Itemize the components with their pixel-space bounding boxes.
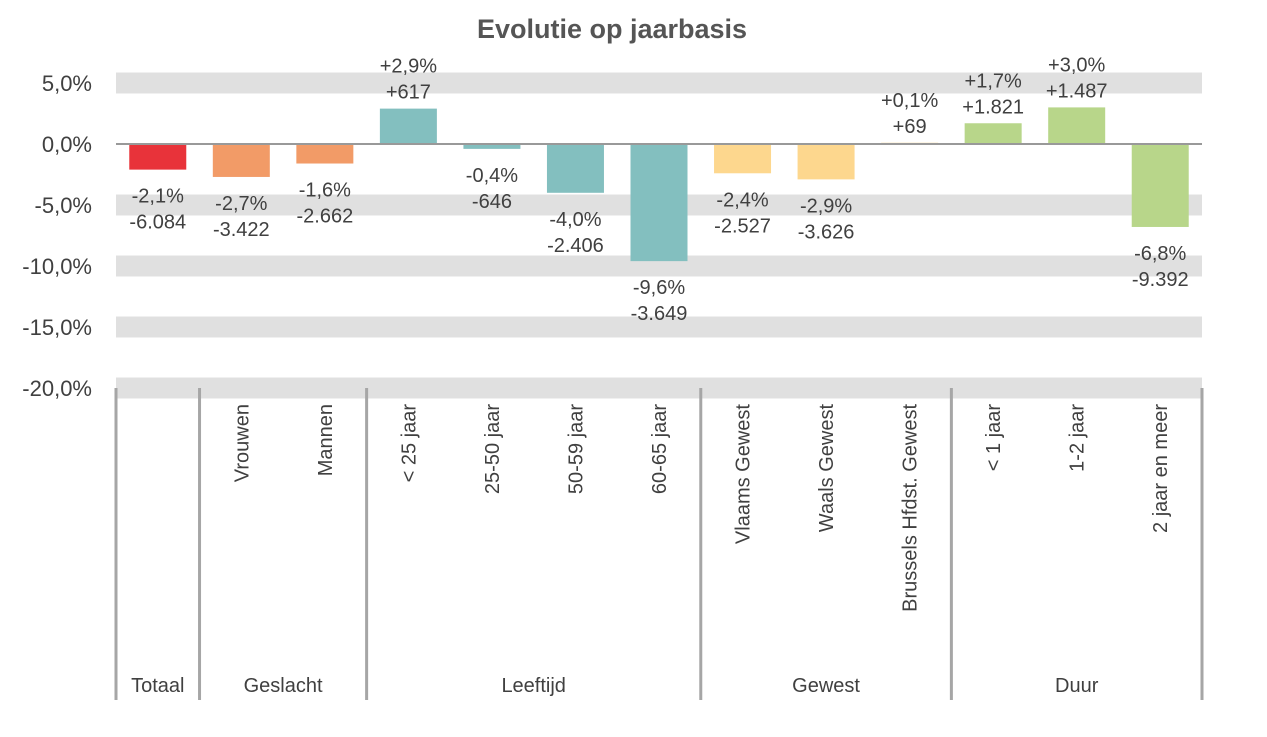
group-label: Duur [1055, 675, 1099, 697]
chart-title: Evolutie op jaarbasis [477, 14, 747, 44]
bar [296, 144, 354, 164]
data-label-abs: -3.649 [631, 303, 688, 325]
y-tick-label: 5,0% [42, 71, 92, 96]
data-label-pct: -4,0% [549, 209, 601, 231]
x-tick-label: Waals Gewest [816, 404, 838, 533]
data-label-abs: -9.392 [1132, 269, 1189, 291]
data-label-pct: +3,0% [1048, 54, 1105, 76]
grid-band [116, 72, 1202, 94]
data-label-abs: -3.422 [213, 219, 270, 241]
y-tick-label: -15,0% [22, 315, 92, 340]
data-label-abs: -2.527 [714, 215, 771, 237]
data-label-abs: -2.662 [296, 206, 353, 228]
x-tick-label: 1-2 jaar [1067, 404, 1089, 472]
bar [129, 144, 187, 170]
bar [379, 108, 437, 144]
group-label: Gewest [792, 675, 860, 697]
x-tick-label: Brussels Hfdst. Gewest [900, 404, 922, 612]
data-label-pct: -0,4% [466, 165, 518, 187]
grid-band [116, 316, 1202, 338]
bar [797, 144, 855, 180]
bar [630, 144, 688, 262]
y-tick-label: -5,0% [35, 193, 92, 218]
data-label-pct: -9,6% [633, 277, 685, 299]
data-label-pct: +2,9% [380, 56, 437, 78]
data-label-pct: +1,7% [965, 70, 1022, 92]
bar [212, 144, 270, 177]
data-label-pct: -2,7% [215, 193, 267, 215]
y-tick-label: -10,0% [22, 254, 92, 279]
bar [463, 144, 521, 149]
data-label-abs: -646 [472, 191, 512, 213]
y-tick-label: -20,0% [22, 376, 92, 401]
x-tick-label: Vlaams Gewest [733, 404, 755, 544]
group-label: Geslacht [244, 675, 323, 697]
data-label-pct: -2,1% [132, 186, 184, 208]
data-label-abs: +1.821 [962, 96, 1024, 118]
data-label-abs: +617 [386, 82, 431, 104]
data-label-abs: +1.487 [1046, 80, 1108, 102]
bar [546, 144, 604, 193]
group-label: Totaal [131, 675, 184, 697]
grid-band [116, 377, 1202, 399]
data-label-pct: +0,1% [881, 90, 938, 112]
data-label-pct: -6,8% [1134, 243, 1186, 265]
data-label-pct: -2,4% [716, 189, 768, 211]
data-label-abs: -3.626 [798, 221, 855, 243]
bar [1131, 144, 1189, 227]
x-tick-label: 60-65 jaar [649, 404, 671, 494]
x-tick-label: 2 jaar en meer [1150, 404, 1172, 533]
data-label-pct: -1,6% [299, 180, 351, 202]
x-tick-label: 50-59 jaar [565, 404, 587, 494]
bar [1048, 107, 1106, 144]
data-label-abs: -2.406 [547, 235, 604, 257]
bar [714, 144, 772, 174]
y-tick-label: 0,0% [42, 132, 92, 157]
bar [964, 123, 1022, 144]
x-tick-label: Mannen [315, 404, 337, 476]
x-tick-label: < 1 jaar [983, 404, 1005, 472]
data-label-abs: +69 [893, 116, 927, 138]
data-label-pct: -2,9% [800, 195, 852, 217]
x-tick-label: Vrouwen [231, 404, 253, 482]
x-tick-label: < 25 jaar [398, 404, 420, 483]
x-tick-label: 25-50 jaar [482, 404, 504, 494]
grid-band [116, 255, 1202, 277]
data-label-abs: -6.084 [129, 212, 186, 234]
group-label: Leeftijd [501, 675, 566, 697]
